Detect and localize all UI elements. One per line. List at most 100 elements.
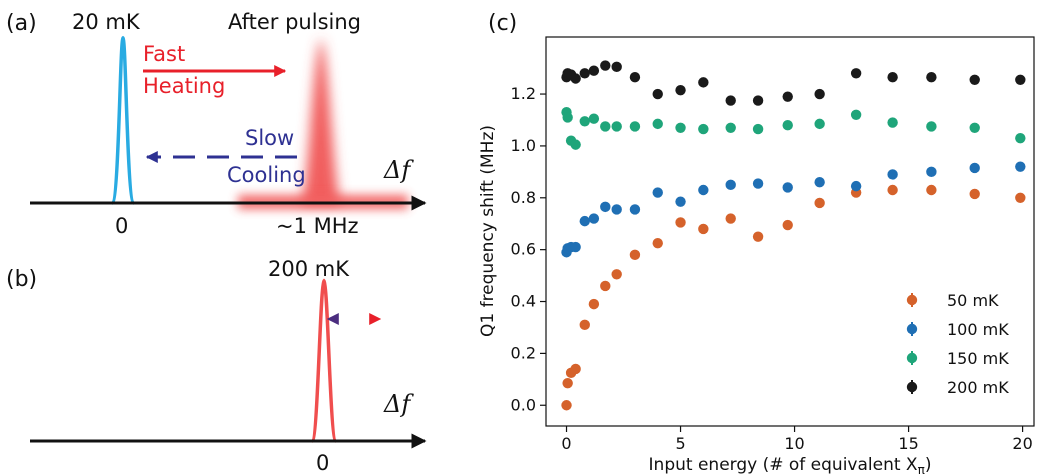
data-point [629, 71, 641, 83]
hot-distribution [300, 38, 342, 203]
data-point [652, 118, 663, 130]
data-point [969, 162, 980, 174]
cold-peak [110, 35, 136, 205]
data-point [652, 88, 663, 100]
x-axis-label: Input energy (# of equivalent Xπ) [649, 455, 932, 474]
panel-b-peak-label: 200 mK [268, 257, 350, 281]
data-point [725, 95, 736, 106]
data-point [600, 201, 611, 213]
data-point [611, 204, 622, 215]
data-point [850, 109, 862, 121]
y-tick-label: 1.0 [511, 136, 536, 155]
data-point [562, 378, 573, 389]
series-1 [561, 161, 1026, 258]
data-point [579, 319, 590, 331]
series-2 [561, 107, 1026, 150]
x-tick-label: 0 [561, 434, 571, 453]
data-point [887, 169, 898, 180]
legend-entry: 200 mK [947, 378, 1009, 397]
panel-a-label: (a) [6, 11, 37, 36]
data-point [698, 77, 709, 88]
panel-b-label: (b) [6, 267, 37, 292]
y-axis: 0.0 0.2 0.4 0.6 0.8 1.0 1.2 [511, 84, 546, 414]
data-point [814, 197, 825, 209]
data-point [570, 363, 581, 375]
data-point [588, 213, 600, 224]
legend-entry: 150 mK [947, 349, 1009, 368]
data-point [629, 204, 641, 215]
cold-peak-label: 20 mK [72, 10, 141, 34]
data-point [1015, 192, 1026, 203]
data-point [570, 73, 581, 84]
legend-marker [906, 294, 918, 306]
data-point [850, 68, 862, 79]
y-tick-label: 0.2 [511, 343, 536, 362]
data-point [969, 74, 980, 85]
data-point [579, 215, 590, 227]
panel-b: (b) 200 mK Δf 0 [6, 257, 427, 474]
data-point [782, 91, 793, 102]
legend-marker [906, 381, 918, 393]
data-point [652, 237, 663, 249]
legend-marker [906, 352, 918, 364]
legend-entry: 100 mK [947, 320, 1009, 339]
data-point [887, 184, 898, 196]
data-point [611, 121, 622, 132]
data-point [969, 188, 980, 200]
data-point [675, 217, 686, 228]
x-axis-label-close: ) [925, 455, 932, 474]
data-point [570, 241, 581, 253]
panel-c-label: (c) [488, 11, 517, 36]
x-axis: 0 5 10 15 20 [561, 426, 1033, 453]
panel-a: (a) 20 mK After pulsing Δf 0 ~1 MHz Fast… [6, 10, 427, 238]
y-axis-label: Q1 frequency shift (MHz) [478, 125, 498, 337]
data-point [1015, 132, 1026, 144]
panel-a-axis-symbol: Δf [383, 156, 414, 184]
x-axis-label-subscript: π [918, 463, 925, 474]
data-point [588, 113, 600, 124]
data-point [562, 112, 573, 123]
heating-label-2: Heating [143, 74, 225, 98]
data-point [1015, 74, 1026, 85]
data-point [588, 65, 600, 76]
data-point [675, 84, 686, 96]
data-point [600, 280, 611, 292]
data-point [814, 177, 825, 188]
data-point [698, 184, 709, 196]
x-tick-label: 10 [784, 434, 804, 453]
data-point [752, 178, 764, 189]
data-point [725, 213, 736, 224]
data-point [850, 180, 862, 192]
data-point [629, 249, 641, 261]
data-point [675, 196, 686, 207]
y-tick-label: 0.8 [511, 188, 536, 207]
series-3 [561, 60, 1026, 106]
panel-b-tick-zero: 0 [316, 451, 329, 474]
panel-b-axis-symbol: Δf [383, 390, 414, 418]
x-tick-label: 15 [898, 434, 918, 453]
data-point [926, 184, 937, 196]
panel-c: (c) 0.0 0.2 0.4 0.6 0.8 1.0 1.2 0 5 10 15 20 50 mK… [478, 11, 1035, 474]
data-point [969, 122, 980, 133]
data-point [600, 121, 611, 132]
y-tick-label: 0.0 [511, 395, 536, 414]
data-point [629, 121, 641, 132]
x-axis-label-main: Input energy (# of equivalent X [649, 455, 918, 474]
cooling-label-2: Cooling [227, 163, 306, 187]
data-points [561, 60, 1026, 411]
data-point [611, 269, 622, 280]
data-point [1015, 161, 1026, 172]
cooling-label-1: Slow [245, 126, 294, 150]
data-point [752, 123, 764, 135]
data-point [926, 121, 937, 132]
panel-a-tick-hot: ~1 MHz [276, 214, 359, 238]
data-point [579, 68, 590, 79]
data-point [926, 71, 937, 83]
legend-entry: 50 mK [947, 291, 999, 310]
data-point [887, 117, 898, 128]
x-tick-label: 20 [1012, 434, 1032, 453]
data-point [600, 60, 611, 71]
data-point [698, 123, 709, 135]
data-point [782, 182, 793, 193]
